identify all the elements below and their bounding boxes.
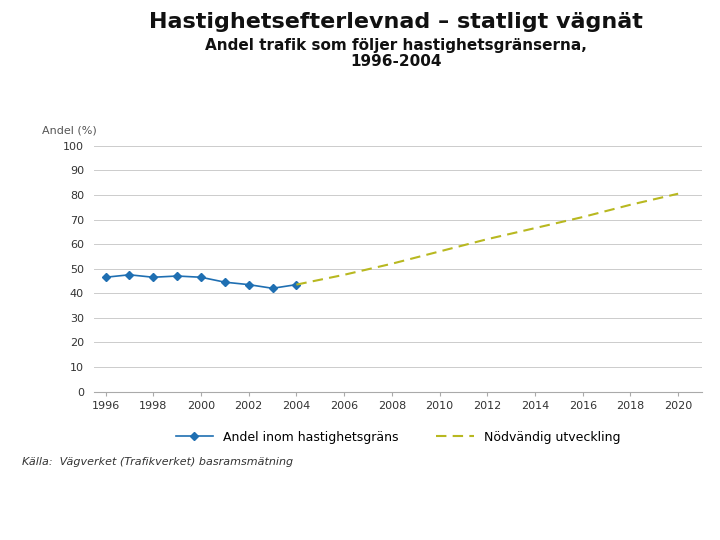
Text: 1996-2004: 1996-2004 bbox=[350, 54, 442, 69]
Text: TRAFIKVERKET: TRAFIKVERKET bbox=[598, 505, 703, 518]
Text: Andel (%): Andel (%) bbox=[42, 126, 96, 136]
Text: Hastighetsefterlevnad – statligt vägnät: Hastighetsefterlevnad – statligt vägnät bbox=[149, 12, 643, 32]
Legend: Andel inom hastighetsgräns, Nödvändig utveckling: Andel inom hastighetsgräns, Nödvändig ut… bbox=[171, 426, 625, 449]
Text: Andel trafik som följer hastighetsgränserna,: Andel trafik som följer hastighetsgränse… bbox=[205, 38, 587, 53]
Text: Källa:  Vägverket (Trafikverket) basramsmätning: Källa: Vägverket (Trafikverket) basramsm… bbox=[22, 457, 293, 467]
Text: 3/25/2020: 3/25/2020 bbox=[40, 504, 89, 514]
Text: Ⓣ: Ⓣ bbox=[547, 500, 562, 524]
Text: 9: 9 bbox=[11, 504, 17, 514]
